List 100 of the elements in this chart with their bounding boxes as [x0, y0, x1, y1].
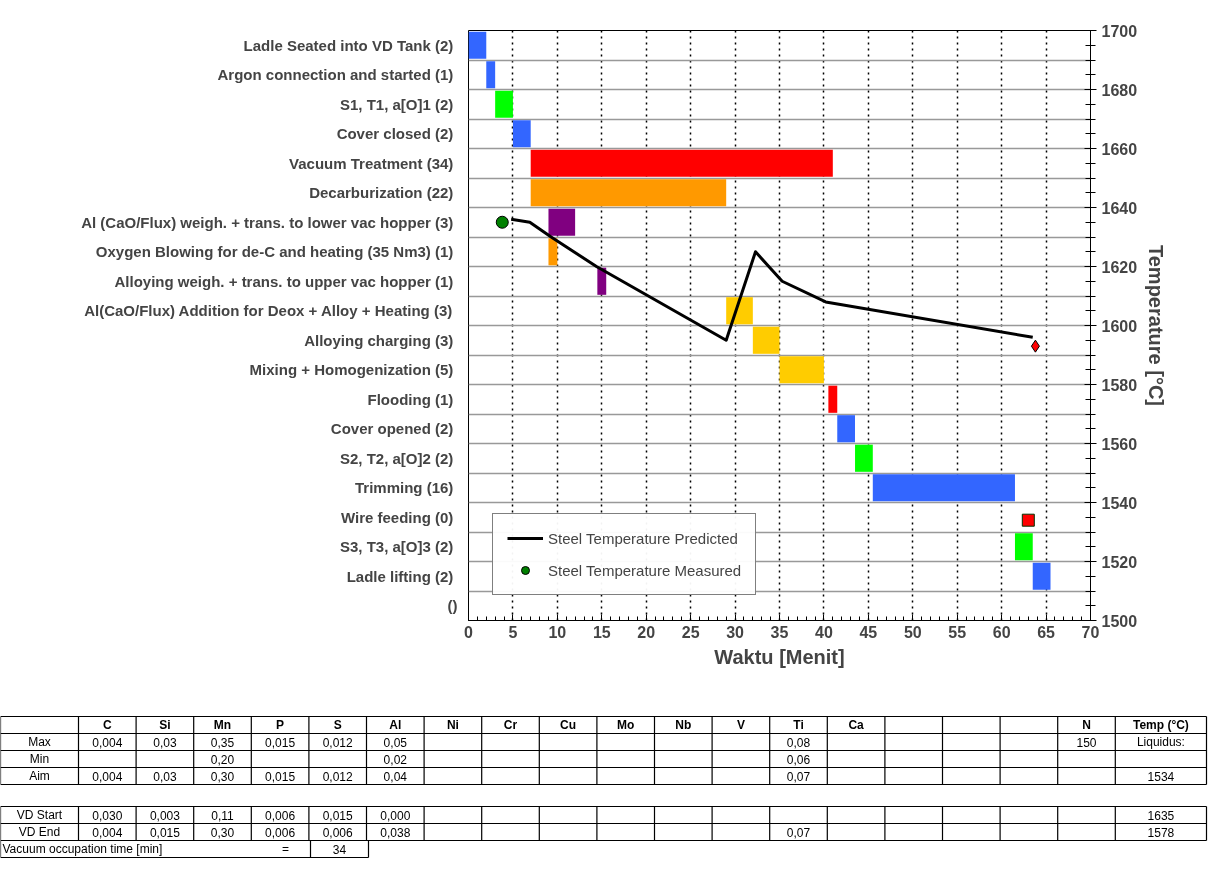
category-label: Temp (°C) [1132, 718, 1189, 732]
category-label: Mn [213, 718, 232, 732]
text: 0,006 [265, 825, 296, 840]
x-tick-label: 35 [770, 623, 789, 641]
text: 0,012 [322, 735, 353, 750]
bar [1032, 562, 1051, 590]
y-tick-label: 1620 [1101, 258, 1138, 276]
y-tick-label: Decarburization (22) [309, 184, 454, 202]
x-tick-label: 50 [903, 623, 922, 641]
y-tick-label: 1520 [1101, 553, 1138, 571]
bar [752, 326, 780, 354]
bar [1014, 533, 1033, 561]
text: 0,30 [210, 769, 235, 784]
bar [597, 267, 607, 295]
x-tick-label: 20 [637, 623, 656, 641]
bar [828, 385, 838, 413]
x-axis-title: Waktu [Menit] [714, 645, 845, 668]
x-tick-label: 5 [508, 623, 518, 641]
y-tick-label: Vacuum Treatment (34) [289, 154, 454, 172]
text: 0,004 [92, 825, 123, 840]
y-tick-label: 1680 [1101, 81, 1138, 99]
legend-label: Steel Temperature Predicted [548, 529, 738, 547]
point [1021, 513, 1035, 527]
text: = [282, 842, 290, 856]
category-label: V [736, 718, 745, 732]
text: 0,06 [786, 752, 811, 767]
category-label: P [276, 718, 285, 732]
y-tick-label: Alloying weigh. + trans. to upper vac hopper (1) [114, 272, 454, 290]
text: 0,07 [786, 825, 811, 840]
bar [468, 31, 487, 59]
y-tick-label: Wire feeding (0) [340, 508, 454, 526]
y-tick-label: S1, T1, a[O]1 (2) [339, 95, 454, 113]
y-tick-label: 1540 [1101, 494, 1138, 512]
text: 0,08 [786, 735, 811, 750]
text: 0,000 [380, 808, 411, 823]
bar [837, 415, 856, 443]
point [495, 215, 509, 229]
y-tick-label: Argon connection and started (1) [217, 66, 454, 84]
x-tick-label: 30 [726, 623, 745, 641]
y-tick-label: 1580 [1101, 376, 1138, 394]
bar [548, 238, 558, 266]
y-tick-label: 1500 [1101, 612, 1138, 630]
x-tick-label: 60 [992, 623, 1011, 641]
category-label: Max [28, 735, 51, 749]
text: 0,015 [149, 825, 180, 840]
text: 1635 [1147, 808, 1175, 823]
text: 0,04 [383, 769, 407, 784]
text: 0,02 [383, 752, 407, 767]
category-label: N [1082, 718, 1091, 732]
text: Vacuum occupation time [min] [2, 842, 163, 856]
x-tick-label: 40 [815, 623, 833, 641]
y-tick-label: Trimming (16) [354, 479, 454, 497]
category-label: Aim [29, 769, 50, 783]
y-tick-label: Al(CaO/Flux) Addition for Deox + Alloy + Heating (3) [84, 302, 453, 320]
x-tick-label: 10 [548, 623, 567, 641]
text: 1578 [1147, 825, 1175, 840]
y-tick-label: Ladle Seated into VD Tank (2) [243, 36, 454, 54]
y-tick-label: () [447, 597, 458, 615]
text: 0,015 [265, 769, 296, 784]
text: 0,030 [92, 808, 123, 823]
text: 0,03 [153, 735, 177, 750]
y-tick-label: 1700 [1101, 22, 1138, 40]
text: 0,004 [92, 735, 123, 750]
bar [779, 356, 824, 384]
text: 0,07 [786, 769, 811, 784]
text: 0,11 [211, 808, 234, 823]
bar [495, 90, 513, 118]
category-label: Min [29, 752, 50, 766]
category-label: Ti [793, 718, 804, 732]
category-label: VD Start [16, 808, 63, 822]
y-axis-title: Temperature [°C] [1145, 245, 1168, 407]
category-label: Ni [446, 718, 459, 732]
bar [548, 208, 576, 236]
bar [530, 149, 833, 177]
bar [872, 474, 1015, 502]
category-label: Ca [848, 718, 865, 732]
y-tick-label: Al (CaO/Flux) weigh. + trans. to lower vac hopper (3) [81, 213, 454, 231]
y-tick-label: 1660 [1101, 140, 1138, 158]
text: 150 [1076, 735, 1097, 750]
bar [855, 444, 873, 472]
text: 0,30 [210, 825, 235, 840]
text: Liquidus: [1136, 735, 1185, 749]
x-tick-label: 45 [859, 623, 878, 641]
y-tick-label: Oxygen Blowing for de-C and heating (35 Nm3) (1) [95, 243, 454, 261]
text: 0,35 [210, 735, 235, 750]
legend-label: Steel Temperature Measured [548, 561, 742, 579]
text: 0,03 [153, 769, 177, 784]
x-tick-label: 0 [464, 623, 474, 641]
text: 0,003 [149, 808, 180, 823]
text: 0,012 [322, 769, 353, 784]
text: 0,015 [265, 735, 296, 750]
x-tick-label: 15 [592, 623, 611, 641]
text: 0,015 [322, 808, 353, 823]
x-tick-label: 70 [1081, 623, 1100, 641]
y-tick-label: Cover closed (2) [336, 125, 454, 143]
text: 0,004 [92, 769, 123, 784]
y-tick-label: S2, T2, a[O]2 (2) [339, 449, 454, 467]
category-label: Mo [617, 718, 635, 732]
text: 0,006 [322, 825, 353, 840]
y-tick-label: Cover opened (2) [330, 420, 454, 438]
